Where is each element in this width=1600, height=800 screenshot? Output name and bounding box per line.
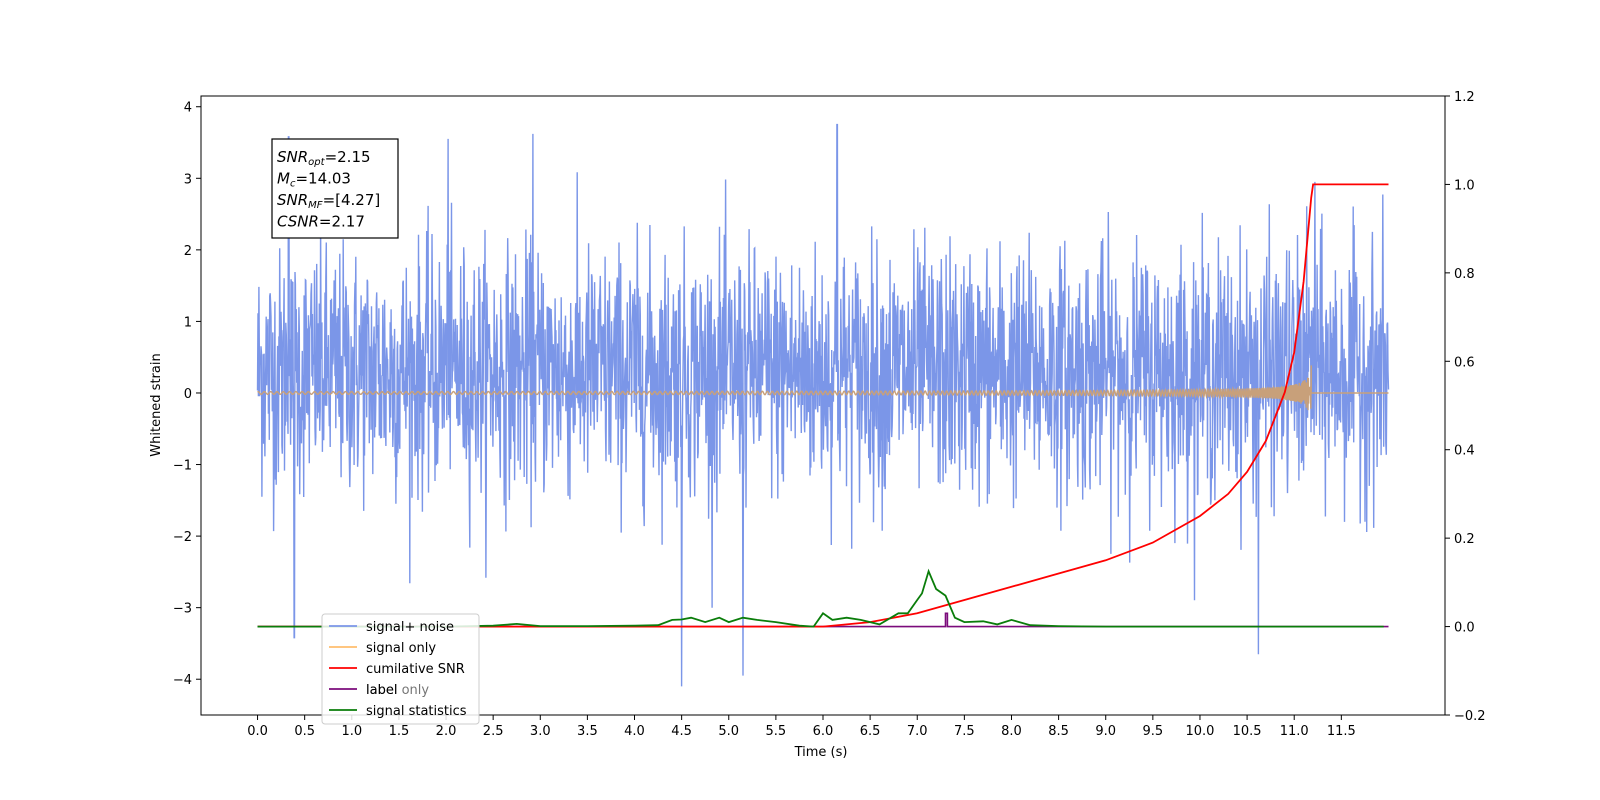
x-tick-label: 2.5 <box>483 724 504 739</box>
legend-item-label: cumilative SNR <box>366 662 465 677</box>
annotation-line: CSNR=2.17 <box>277 213 365 231</box>
x-tick-label: 2.0 <box>436 724 457 739</box>
x-tick-label: 7.0 <box>907 724 928 739</box>
x-tick-label: 10.5 <box>1233 724 1262 739</box>
y2-tick-label: 1.2 <box>1454 90 1475 105</box>
legend-frame <box>321 613 480 725</box>
plot-area <box>256 123 1390 687</box>
x-tick-label: 1.5 <box>389 724 410 739</box>
x-tick-label: 6.5 <box>860 724 881 739</box>
legend: signal+ noise signal only cumilative SNR la… <box>321 613 480 725</box>
legend-item-label: signal+ noise <box>366 620 454 635</box>
x-tick-label: 4.0 <box>624 724 645 739</box>
x-tick-label: 8.5 <box>1048 724 1069 739</box>
legend-hidden-item-label: label only <box>366 683 429 698</box>
y-tick-label: −2 <box>173 530 192 545</box>
annotation-frame <box>271 138 399 239</box>
x-tick-label: 9.0 <box>1095 724 1116 739</box>
annotation-line: Mc=14.03 <box>277 170 351 190</box>
x-tick-label: 0.5 <box>294 724 315 739</box>
x-tick-label: 6.0 <box>813 724 834 739</box>
y-axis-label: Whitened strain <box>149 353 164 456</box>
x-tick-label: 5.0 <box>718 724 739 739</box>
x-axis-ticks: 0.0 0.5 1.0 1.5 2.0 2.5 3.0 3.5 4.0 4.5 5.0 5.5 6.0 6… <box>247 715 1356 739</box>
x-tick-label: 5.5 <box>766 724 787 739</box>
y2-tick-label: 1.0 <box>1454 178 1475 193</box>
annotation-line: SNRopt=2.15 <box>277 148 371 168</box>
y2-tick-label: 0.4 <box>1454 444 1475 459</box>
x-axis-label: Time (s) <box>794 745 848 760</box>
x-tick-label: 11.0 <box>1280 724 1309 739</box>
x-tick-label: 3.5 <box>577 724 598 739</box>
y2-tick-label: 0.6 <box>1454 355 1475 370</box>
y2-tick-label: −0.2 <box>1454 709 1486 724</box>
y-tick-label: −4 <box>173 673 192 688</box>
legend-item-label: signal only <box>366 641 436 656</box>
y-tick-label: 3 <box>184 172 192 187</box>
x-tick-label: 0.0 <box>247 724 268 739</box>
y-tick-label: 4 <box>184 101 192 116</box>
y-tick-label: −3 <box>173 602 192 617</box>
annotation-line: SNRMF=[4.27] <box>277 191 380 211</box>
x-tick-label: 1.0 <box>341 724 362 739</box>
y-tick-label: 0 <box>184 387 192 402</box>
y-tick-label: 2 <box>184 244 192 259</box>
x-tick-label: 8.0 <box>1001 724 1022 739</box>
x-tick-label: 7.5 <box>954 724 975 739</box>
x-tick-label: 4.5 <box>671 724 692 739</box>
y2-tick-label: 0.2 <box>1454 532 1475 547</box>
series-signal-noise-line <box>256 123 1390 687</box>
x-tick-label: 11.5 <box>1327 724 1356 739</box>
series-signal-only-line <box>257 365 1389 411</box>
legend-item-label: label <box>366 683 397 698</box>
y-tick-label: −1 <box>173 459 192 474</box>
y2-tick-label: 0.8 <box>1454 267 1475 282</box>
y-tick-label: 1 <box>184 315 192 330</box>
y2-tick-label: 0.0 <box>1454 621 1475 636</box>
x-tick-label: 10.0 <box>1185 724 1214 739</box>
x-tick-label: 3.0 <box>530 724 551 739</box>
x-tick-label: 9.5 <box>1143 724 1164 739</box>
legend-item-label: signal statistics <box>366 704 467 719</box>
y2-axis-ticks: −0.2 0.0 0.2 0.4 0.6 0.8 1.0 1.2 <box>1445 90 1486 724</box>
y-axis-ticks: −4 −3 −2 −1 0 1 2 3 4 <box>173 101 201 688</box>
series-signal-statistics-line <box>257 568 1384 628</box>
series-cumulative-snr-line <box>257 183 1389 628</box>
